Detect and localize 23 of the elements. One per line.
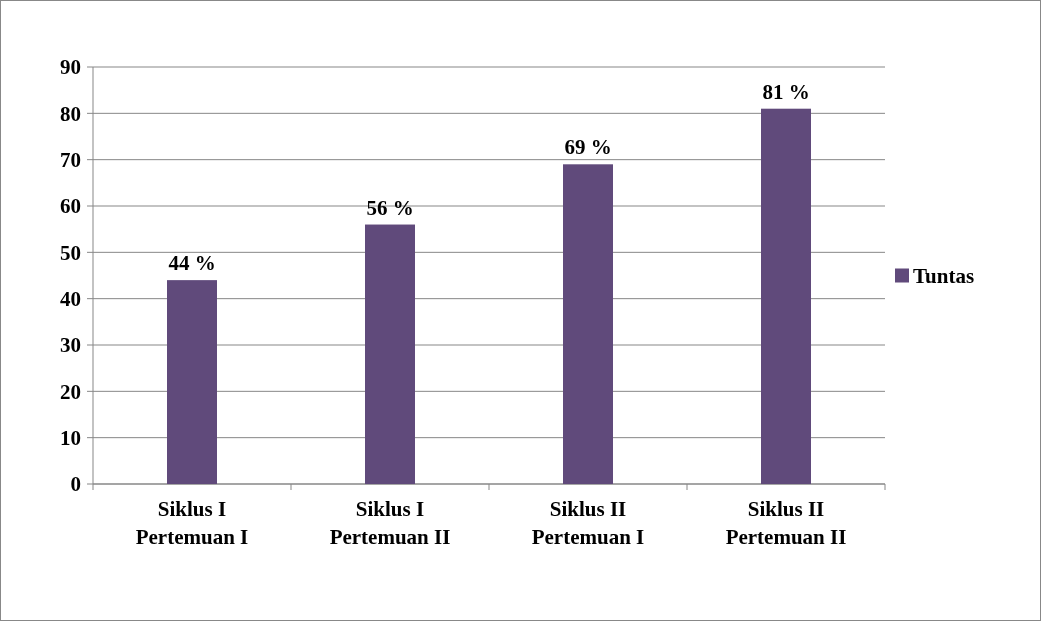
y-tick-label: 0 [70, 472, 81, 497]
y-tick-label: 20 [60, 379, 81, 404]
bar [167, 280, 217, 484]
y-tick-label: 10 [60, 426, 81, 451]
x-tick-label: Siklus I Pertemuan I [135, 497, 249, 549]
data-label: 69 % [564, 135, 612, 160]
y-tick-label: 80 [60, 101, 81, 126]
data-label: 81 % [762, 79, 810, 104]
y-tick-label: 50 [60, 240, 81, 265]
x-tick-label: Siklus II Pertemuan II [725, 497, 847, 549]
y-tick-label: 40 [60, 287, 81, 312]
legend-label: Tuntas [913, 263, 975, 288]
x-tick-label: Siklus II Pertemuan I [531, 497, 645, 549]
x-tick-label: Siklus I Pertemuan II [329, 497, 451, 549]
bar [761, 108, 811, 484]
y-tick-label: 70 [60, 148, 81, 173]
bar [365, 224, 415, 484]
y-tick-label: 90 [60, 55, 81, 80]
data-label: 56 % [366, 195, 414, 220]
bar [563, 164, 613, 484]
data-label: 44 % [168, 251, 216, 276]
y-tick-label: 60 [60, 194, 81, 219]
y-tick-label: 30 [60, 333, 81, 358]
